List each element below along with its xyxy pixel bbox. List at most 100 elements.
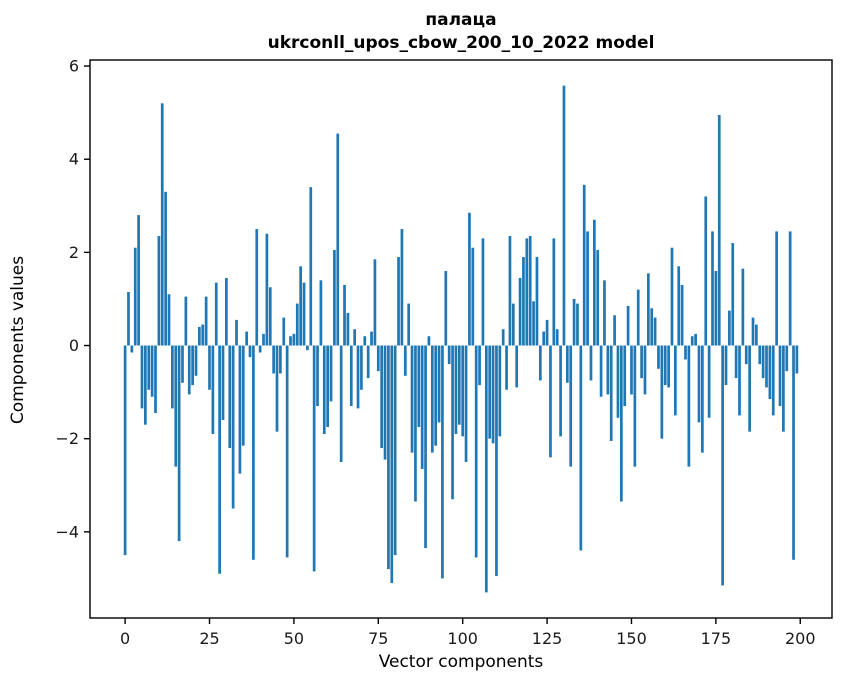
y-tick-label: 0 (69, 336, 79, 355)
bar (427, 336, 431, 346)
chart-title-line2: ukrconll_upos_cbow_200_10_2022 model (267, 33, 655, 53)
bar (329, 345, 333, 402)
bar (282, 317, 286, 346)
bar (623, 345, 627, 407)
bar (430, 345, 434, 453)
bar (667, 345, 670, 388)
bar (390, 345, 394, 584)
bar (647, 273, 650, 346)
bar (174, 345, 178, 467)
bar (181, 345, 184, 383)
bar (636, 289, 640, 346)
bar (771, 345, 775, 416)
bar (397, 257, 400, 346)
bar (424, 345, 427, 549)
bar (441, 345, 444, 579)
bar (265, 233, 269, 346)
bar (295, 303, 299, 346)
chart-title-line1: палаца (425, 10, 497, 30)
bar (157, 236, 161, 346)
bar (211, 345, 215, 435)
bar (606, 345, 610, 395)
bar (620, 345, 623, 502)
bar (562, 85, 566, 346)
bar (680, 284, 684, 346)
bar (505, 345, 508, 390)
bar (724, 345, 728, 386)
bar (670, 247, 674, 346)
bar (437, 345, 441, 423)
x-tick-label: 150 (616, 629, 647, 648)
bar (582, 184, 586, 346)
bar (383, 345, 387, 460)
y-tick-label: 6 (69, 57, 79, 76)
bar (788, 231, 792, 346)
bar (353, 329, 357, 346)
bar (343, 284, 346, 346)
bar (468, 212, 471, 346)
bar (660, 345, 664, 439)
bar (785, 345, 789, 372)
y-axis-label: Components values (8, 255, 28, 425)
bar (218, 345, 221, 574)
bar (184, 296, 188, 346)
y-tick-label: 2 (69, 243, 79, 262)
bar (498, 345, 502, 437)
y-tick-label: −4 (55, 522, 79, 541)
bar (241, 345, 245, 446)
bar (728, 310, 731, 346)
bar (481, 238, 485, 346)
bar (130, 345, 134, 353)
bar (592, 219, 596, 346)
bar (761, 345, 765, 379)
bar (616, 345, 620, 418)
bar (478, 345, 481, 386)
bar (684, 345, 687, 360)
bar (235, 319, 238, 346)
bar (694, 333, 697, 346)
bar (701, 345, 704, 453)
bar (336, 133, 340, 346)
bar (268, 287, 272, 346)
bar (292, 333, 296, 346)
bar (751, 317, 755, 346)
bar (525, 238, 529, 346)
bar (171, 345, 174, 409)
chart-title: палаца ukrconll_upos_cbow_200_10_2022 mo… (90, 9, 832, 55)
bar (721, 345, 724, 586)
bar (464, 345, 468, 462)
bar (711, 231, 714, 346)
bar (123, 345, 127, 556)
bar (191, 345, 194, 386)
bar (417, 345, 421, 428)
bar (275, 345, 279, 432)
bar (221, 345, 225, 421)
bar (420, 345, 424, 469)
bar (552, 238, 556, 346)
bar (447, 345, 451, 365)
bar (366, 345, 370, 379)
bar (775, 231, 778, 346)
bar (373, 259, 377, 346)
bar (532, 301, 535, 346)
bar (322, 345, 326, 435)
bar (370, 331, 373, 346)
bar (454, 345, 458, 435)
bar (768, 345, 772, 400)
x-tick-label: 175 (701, 629, 732, 648)
axes-spines (89, 59, 833, 619)
bar (792, 345, 795, 560)
bar (272, 345, 275, 374)
bar (734, 345, 738, 379)
bar (755, 324, 758, 346)
x-tick-label: 50 (284, 629, 304, 648)
bar (289, 336, 292, 346)
bar (758, 345, 762, 365)
bar (299, 266, 302, 346)
bar (528, 236, 532, 346)
bar (501, 329, 505, 346)
bar (245, 331, 248, 346)
bar (461, 345, 465, 437)
